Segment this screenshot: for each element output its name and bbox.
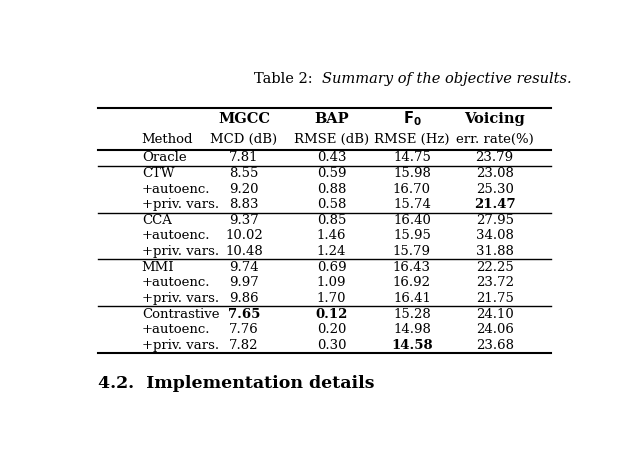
Text: 1.09: 1.09 <box>317 277 346 290</box>
Text: 14.58: 14.58 <box>391 339 433 352</box>
Text: +priv. vars.: +priv. vars. <box>142 292 219 305</box>
Text: 15.98: 15.98 <box>393 167 431 180</box>
Text: 9.37: 9.37 <box>229 214 259 227</box>
Text: 16.40: 16.40 <box>393 214 431 227</box>
Text: 16.43: 16.43 <box>393 261 431 274</box>
Text: 0.59: 0.59 <box>317 167 346 180</box>
Text: 16.70: 16.70 <box>393 183 431 196</box>
Text: +priv. vars.: +priv. vars. <box>142 339 219 352</box>
Text: 21.47: 21.47 <box>474 198 516 211</box>
Text: 0.85: 0.85 <box>317 214 346 227</box>
Text: MCD (dB): MCD (dB) <box>210 133 278 146</box>
Text: $\mathbf{F}_\mathbf{0}$: $\mathbf{F}_\mathbf{0}$ <box>403 110 421 128</box>
Text: 34.08: 34.08 <box>475 229 514 242</box>
Text: 31.88: 31.88 <box>475 245 514 258</box>
Text: 0.43: 0.43 <box>317 151 346 164</box>
Text: BAP: BAP <box>314 112 349 126</box>
Text: 0.12: 0.12 <box>315 308 348 321</box>
Text: +autoenc.: +autoenc. <box>142 183 210 196</box>
Text: Oracle: Oracle <box>142 151 187 164</box>
Text: CCA: CCA <box>142 214 171 227</box>
Text: +priv. vars.: +priv. vars. <box>142 198 219 211</box>
Text: 24.06: 24.06 <box>475 323 514 336</box>
Text: 15.95: 15.95 <box>393 229 431 242</box>
Text: Table 2:: Table 2: <box>254 73 322 87</box>
Text: 15.28: 15.28 <box>393 308 431 321</box>
Text: 22.25: 22.25 <box>476 261 514 274</box>
Text: 14.75: 14.75 <box>393 151 431 164</box>
Text: 23.79: 23.79 <box>475 151 514 164</box>
Text: 0.69: 0.69 <box>317 261 347 274</box>
Text: 16.92: 16.92 <box>393 277 431 290</box>
Text: Voicing: Voicing <box>464 112 525 126</box>
Text: 23.68: 23.68 <box>475 339 514 352</box>
Text: err. rate(%): err. rate(%) <box>456 133 534 146</box>
Text: 0.30: 0.30 <box>317 339 346 352</box>
Text: 1.24: 1.24 <box>317 245 346 258</box>
Text: 24.10: 24.10 <box>476 308 514 321</box>
Text: 14.98: 14.98 <box>393 323 431 336</box>
Text: 9.20: 9.20 <box>229 183 259 196</box>
Text: 15.74: 15.74 <box>393 198 431 211</box>
Text: +autoenc.: +autoenc. <box>142 277 210 290</box>
Text: Method: Method <box>142 133 193 146</box>
Text: 8.55: 8.55 <box>229 167 259 180</box>
Text: 25.30: 25.30 <box>475 183 514 196</box>
Text: Summary of the objective results.: Summary of the objective results. <box>322 73 571 87</box>
Text: +priv. vars.: +priv. vars. <box>142 245 219 258</box>
Text: 27.95: 27.95 <box>475 214 514 227</box>
Text: 0.88: 0.88 <box>317 183 346 196</box>
Text: 23.72: 23.72 <box>475 277 514 290</box>
Text: +autoenc.: +autoenc. <box>142 323 210 336</box>
Text: 10.48: 10.48 <box>225 245 263 258</box>
Text: 0.20: 0.20 <box>317 323 346 336</box>
Text: 21.75: 21.75 <box>475 292 514 305</box>
Text: 4.2.  Implementation details: 4.2. Implementation details <box>98 375 374 392</box>
Text: MMI: MMI <box>142 261 175 274</box>
Text: 9.86: 9.86 <box>229 292 259 305</box>
Text: RMSE (Hz): RMSE (Hz) <box>374 133 450 146</box>
Text: +autoenc.: +autoenc. <box>142 229 210 242</box>
Text: 9.97: 9.97 <box>229 277 259 290</box>
Text: 7.81: 7.81 <box>229 151 259 164</box>
Text: 16.41: 16.41 <box>393 292 431 305</box>
Text: 23.08: 23.08 <box>475 167 514 180</box>
Text: CTW: CTW <box>142 167 175 180</box>
Text: 7.82: 7.82 <box>229 339 259 352</box>
Text: 8.83: 8.83 <box>229 198 259 211</box>
Text: 0.58: 0.58 <box>317 198 346 211</box>
Text: 9.74: 9.74 <box>229 261 259 274</box>
Text: RMSE (dB): RMSE (dB) <box>294 133 369 146</box>
Text: Contrastive: Contrastive <box>142 308 219 321</box>
Text: MGCC: MGCC <box>218 112 270 126</box>
Text: 1.46: 1.46 <box>317 229 346 242</box>
Text: 7.76: 7.76 <box>229 323 259 336</box>
Text: 7.65: 7.65 <box>228 308 260 321</box>
Text: 1.70: 1.70 <box>317 292 346 305</box>
Text: 10.02: 10.02 <box>225 229 263 242</box>
Text: 15.79: 15.79 <box>393 245 431 258</box>
